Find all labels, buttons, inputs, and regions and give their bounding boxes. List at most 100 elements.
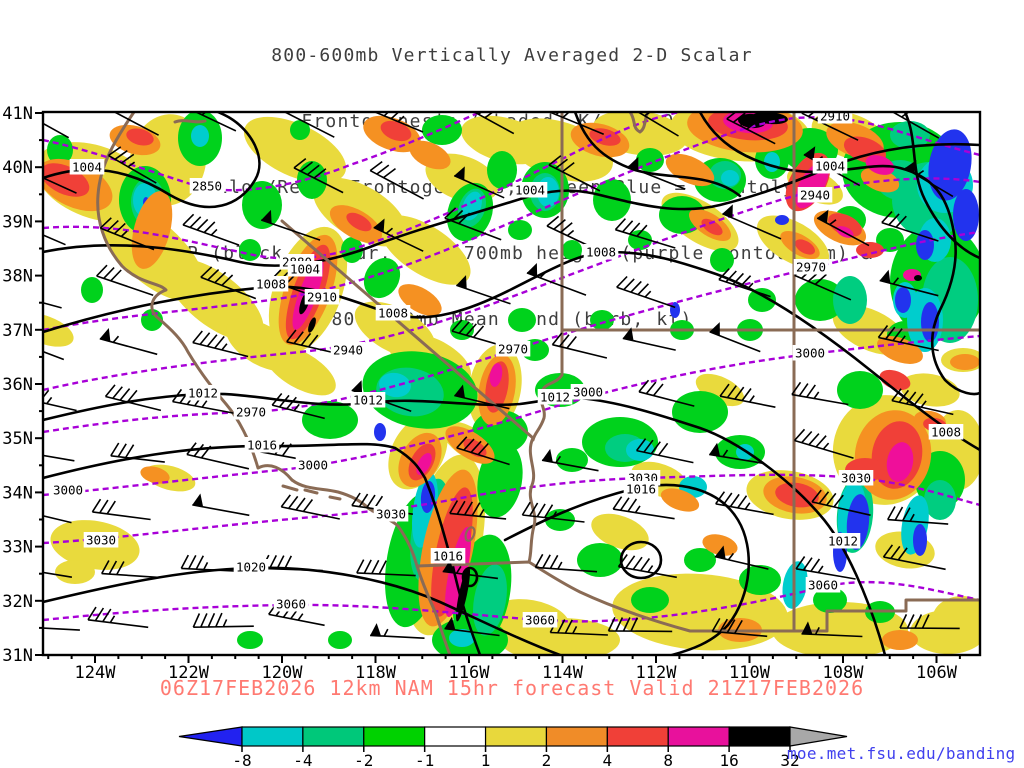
wind-barb	[638, 379, 695, 407]
lon-tick-label: 124W	[75, 663, 117, 683]
wind-barb	[617, 554, 677, 579]
mslp-contour-label: 1012	[353, 393, 383, 408]
axes-layer: 41N 40N 39N 38N 37N 36N 35N 34N 33N 32N 31N 124W 122…	[2, 104, 982, 683]
colorbar-segment	[363, 726, 426, 747]
mslp-contour-label-box	[812, 158, 848, 174]
wind-barb	[521, 501, 585, 523]
wind-barb	[472, 112, 515, 135]
wind-barb	[546, 215, 599, 251]
height-contour	[43, 473, 980, 545]
barb-pennant	[879, 269, 891, 284]
height-contour-label: 2970	[498, 342, 528, 357]
shade-blob	[562, 240, 582, 260]
wind-barb	[43, 177, 77, 194]
mslp-contour-label-box	[233, 559, 269, 575]
height-contour-label-box	[495, 341, 531, 357]
wind-barb	[635, 438, 694, 464]
wind-barb	[373, 226, 424, 252]
wind-barb	[182, 213, 240, 246]
wind-barb	[607, 617, 673, 633]
colorbar-segment	[606, 726, 669, 747]
lat-tick-label: 41N	[2, 104, 33, 124]
height-contour-label-box	[838, 470, 874, 486]
wind-barb	[709, 330, 761, 353]
height-contour-label: 3060	[808, 578, 838, 593]
barb-pennant	[192, 493, 204, 507]
mslp-contour-label: 1016	[247, 438, 277, 453]
wind-barb	[192, 612, 254, 628]
colorbar-segment	[667, 726, 730, 747]
wind-barb	[551, 332, 608, 359]
contour-label-layer: 2850288029102910294029402970297029703000…	[50, 108, 964, 628]
mslp-contour	[698, 112, 980, 396]
wind-barb	[454, 394, 510, 410]
height-contour-label: 3060	[525, 613, 555, 628]
wind-barb	[444, 207, 502, 241]
height-contour	[43, 334, 980, 497]
shade-blob	[928, 129, 972, 201]
wind-barb	[192, 504, 250, 517]
mslp-contour-label: 1020	[236, 560, 266, 575]
wind-barb	[719, 383, 776, 408]
wind-barb	[96, 264, 154, 296]
mslp-contour-label-box	[253, 276, 289, 292]
wind-barb	[711, 618, 768, 638]
colorbar-tick-label: 8	[663, 751, 673, 768]
wind-barb	[442, 565, 499, 580]
shade-blob	[380, 120, 412, 142]
lon-tick-label: 112W	[636, 663, 678, 683]
shade-blob	[409, 140, 451, 170]
mslp-contour-label: 1016	[626, 482, 656, 497]
mslp-contour-label: 1004	[815, 159, 845, 174]
shade-blob	[237, 631, 263, 649]
wind-barb	[110, 442, 165, 463]
height-contour-label-box	[330, 342, 366, 358]
shade-blob	[577, 543, 623, 577]
shade-blob	[242, 181, 282, 229]
shade-blob	[886, 442, 914, 482]
lat-tick-label: 32N	[2, 592, 33, 612]
lon-tick-label: 106W	[916, 663, 958, 683]
wind-barb	[816, 217, 870, 247]
wind-barb	[91, 498, 151, 521]
lon-tick-label: 114W	[542, 663, 584, 683]
state-border	[280, 219, 537, 564]
mslp-contour-label-box	[928, 424, 964, 440]
shade-blob	[473, 564, 507, 636]
shade-blob	[140, 466, 170, 484]
mslp-contour-label: 1004	[72, 160, 102, 175]
mslp-contour-label-box	[69, 159, 105, 175]
wind-barb	[709, 449, 763, 464]
wind-barb	[43, 234, 66, 246]
shade-blob	[775, 215, 789, 225]
lon-tick-label: 108W	[823, 663, 865, 683]
source-link[interactable]: moe.met.fsu.edu/banding	[787, 744, 1016, 763]
shade-blob	[914, 275, 922, 281]
mslp-contour-label-box	[430, 548, 466, 564]
colorbar-tick-label: -4	[293, 751, 312, 768]
shade-blob	[487, 151, 517, 189]
wind-barb	[444, 627, 500, 637]
barb-pennant	[817, 209, 829, 224]
lat-tick-label: 31N	[2, 646, 33, 666]
height-contour-label: 2910	[307, 290, 337, 305]
mslp-contour-label: 1008	[378, 306, 408, 321]
colorbar-segment	[241, 726, 304, 747]
shade-blob	[191, 125, 209, 147]
height-contour-label-box	[373, 506, 409, 522]
wind-barb	[801, 112, 859, 141]
wind-barb	[283, 112, 335, 138]
wind-barb	[271, 392, 325, 420]
shade-blob	[508, 220, 532, 240]
mslp-contour-label-box	[583, 244, 619, 260]
shade-blob	[738, 113, 766, 129]
colorbar-right-arrow	[789, 726, 848, 747]
wind-barb	[269, 269, 328, 302]
height-contour	[43, 112, 681, 260]
shade-blob	[660, 488, 700, 512]
shade-blob	[398, 284, 442, 316]
wind-barb	[356, 559, 416, 577]
shade-blob	[837, 371, 883, 409]
barb-pennant	[11, 556, 22, 569]
mslp-contour-label-box	[287, 261, 323, 277]
